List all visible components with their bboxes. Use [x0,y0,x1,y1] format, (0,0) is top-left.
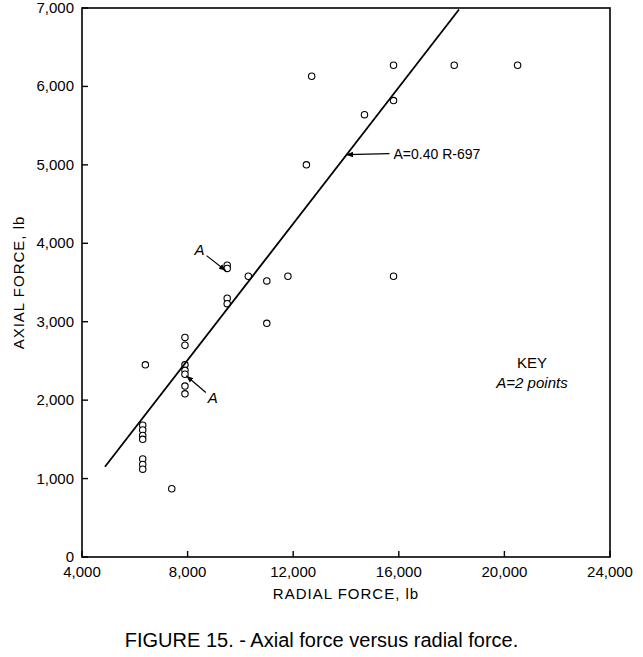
y-tick-label: 7,000 [36,0,74,16]
annotation-arrow [207,256,226,271]
point [514,62,520,68]
point [140,436,146,442]
x-tick-label: 8,000 [169,563,207,580]
y-tick-label: 4,000 [36,234,74,251]
y-tick [82,478,88,479]
x-tick [504,551,505,557]
annotation-text: A=0.40 R-697 [394,146,481,162]
x-tick-label: 12,000 [270,563,316,580]
point [308,73,314,79]
point [361,111,367,117]
point [390,62,396,68]
x-tick [609,551,610,557]
x-axis-label: RADIAL FORCE, lb [273,585,419,602]
x-tick-label: 20,000 [481,563,527,580]
key-text: A=2 points [495,374,568,391]
point [140,466,146,472]
x-tick [293,551,294,557]
point [182,391,188,397]
y-tick-label: 2,000 [36,391,74,408]
chart: 4,000 8,000 12,000 16,000 20,000 24,000 0 1,000… [0,0,643,657]
annotation-text: A [207,389,218,406]
point [285,273,291,279]
x-tick-label: 16,000 [376,563,422,580]
y-tick [82,399,88,400]
x-tick [81,551,82,557]
point [182,383,188,389]
point [264,278,270,284]
y-tick [82,321,88,322]
annotation-text: A [193,241,204,258]
y-axis-label: AXIAL FORCE, lb [10,216,27,350]
y-tick [82,164,88,165]
x-tick [187,551,188,557]
plot-marks [105,10,521,492]
fit-line [105,10,459,467]
annotation-arrow [186,376,206,393]
y-tick [82,7,88,8]
x-tick-label: 4,000 [63,563,101,580]
key-title: KEY [517,354,547,371]
point [264,320,270,326]
y-tick-label: 0 [66,548,74,565]
y-tick [82,243,88,244]
annotation-arrow [346,154,390,155]
point [182,342,188,348]
y-tick-label: 1,000 [36,470,74,487]
x-tick-label: 24,000 [587,563,633,580]
point [142,362,148,368]
y-tick [82,86,88,87]
y-tick-label: 5,000 [36,156,74,173]
y-tick [82,556,88,557]
point [303,162,309,168]
y-tick-label: 3,000 [36,313,74,330]
title: FIGURE 15. - Axial force versus radial f… [125,629,518,651]
point [169,486,175,492]
point [182,334,188,340]
y-tick-label: 6,000 [36,77,74,94]
point [451,62,457,68]
x-tick [398,551,399,557]
plot-frame [82,8,610,557]
point [390,273,396,279]
background [0,0,643,657]
